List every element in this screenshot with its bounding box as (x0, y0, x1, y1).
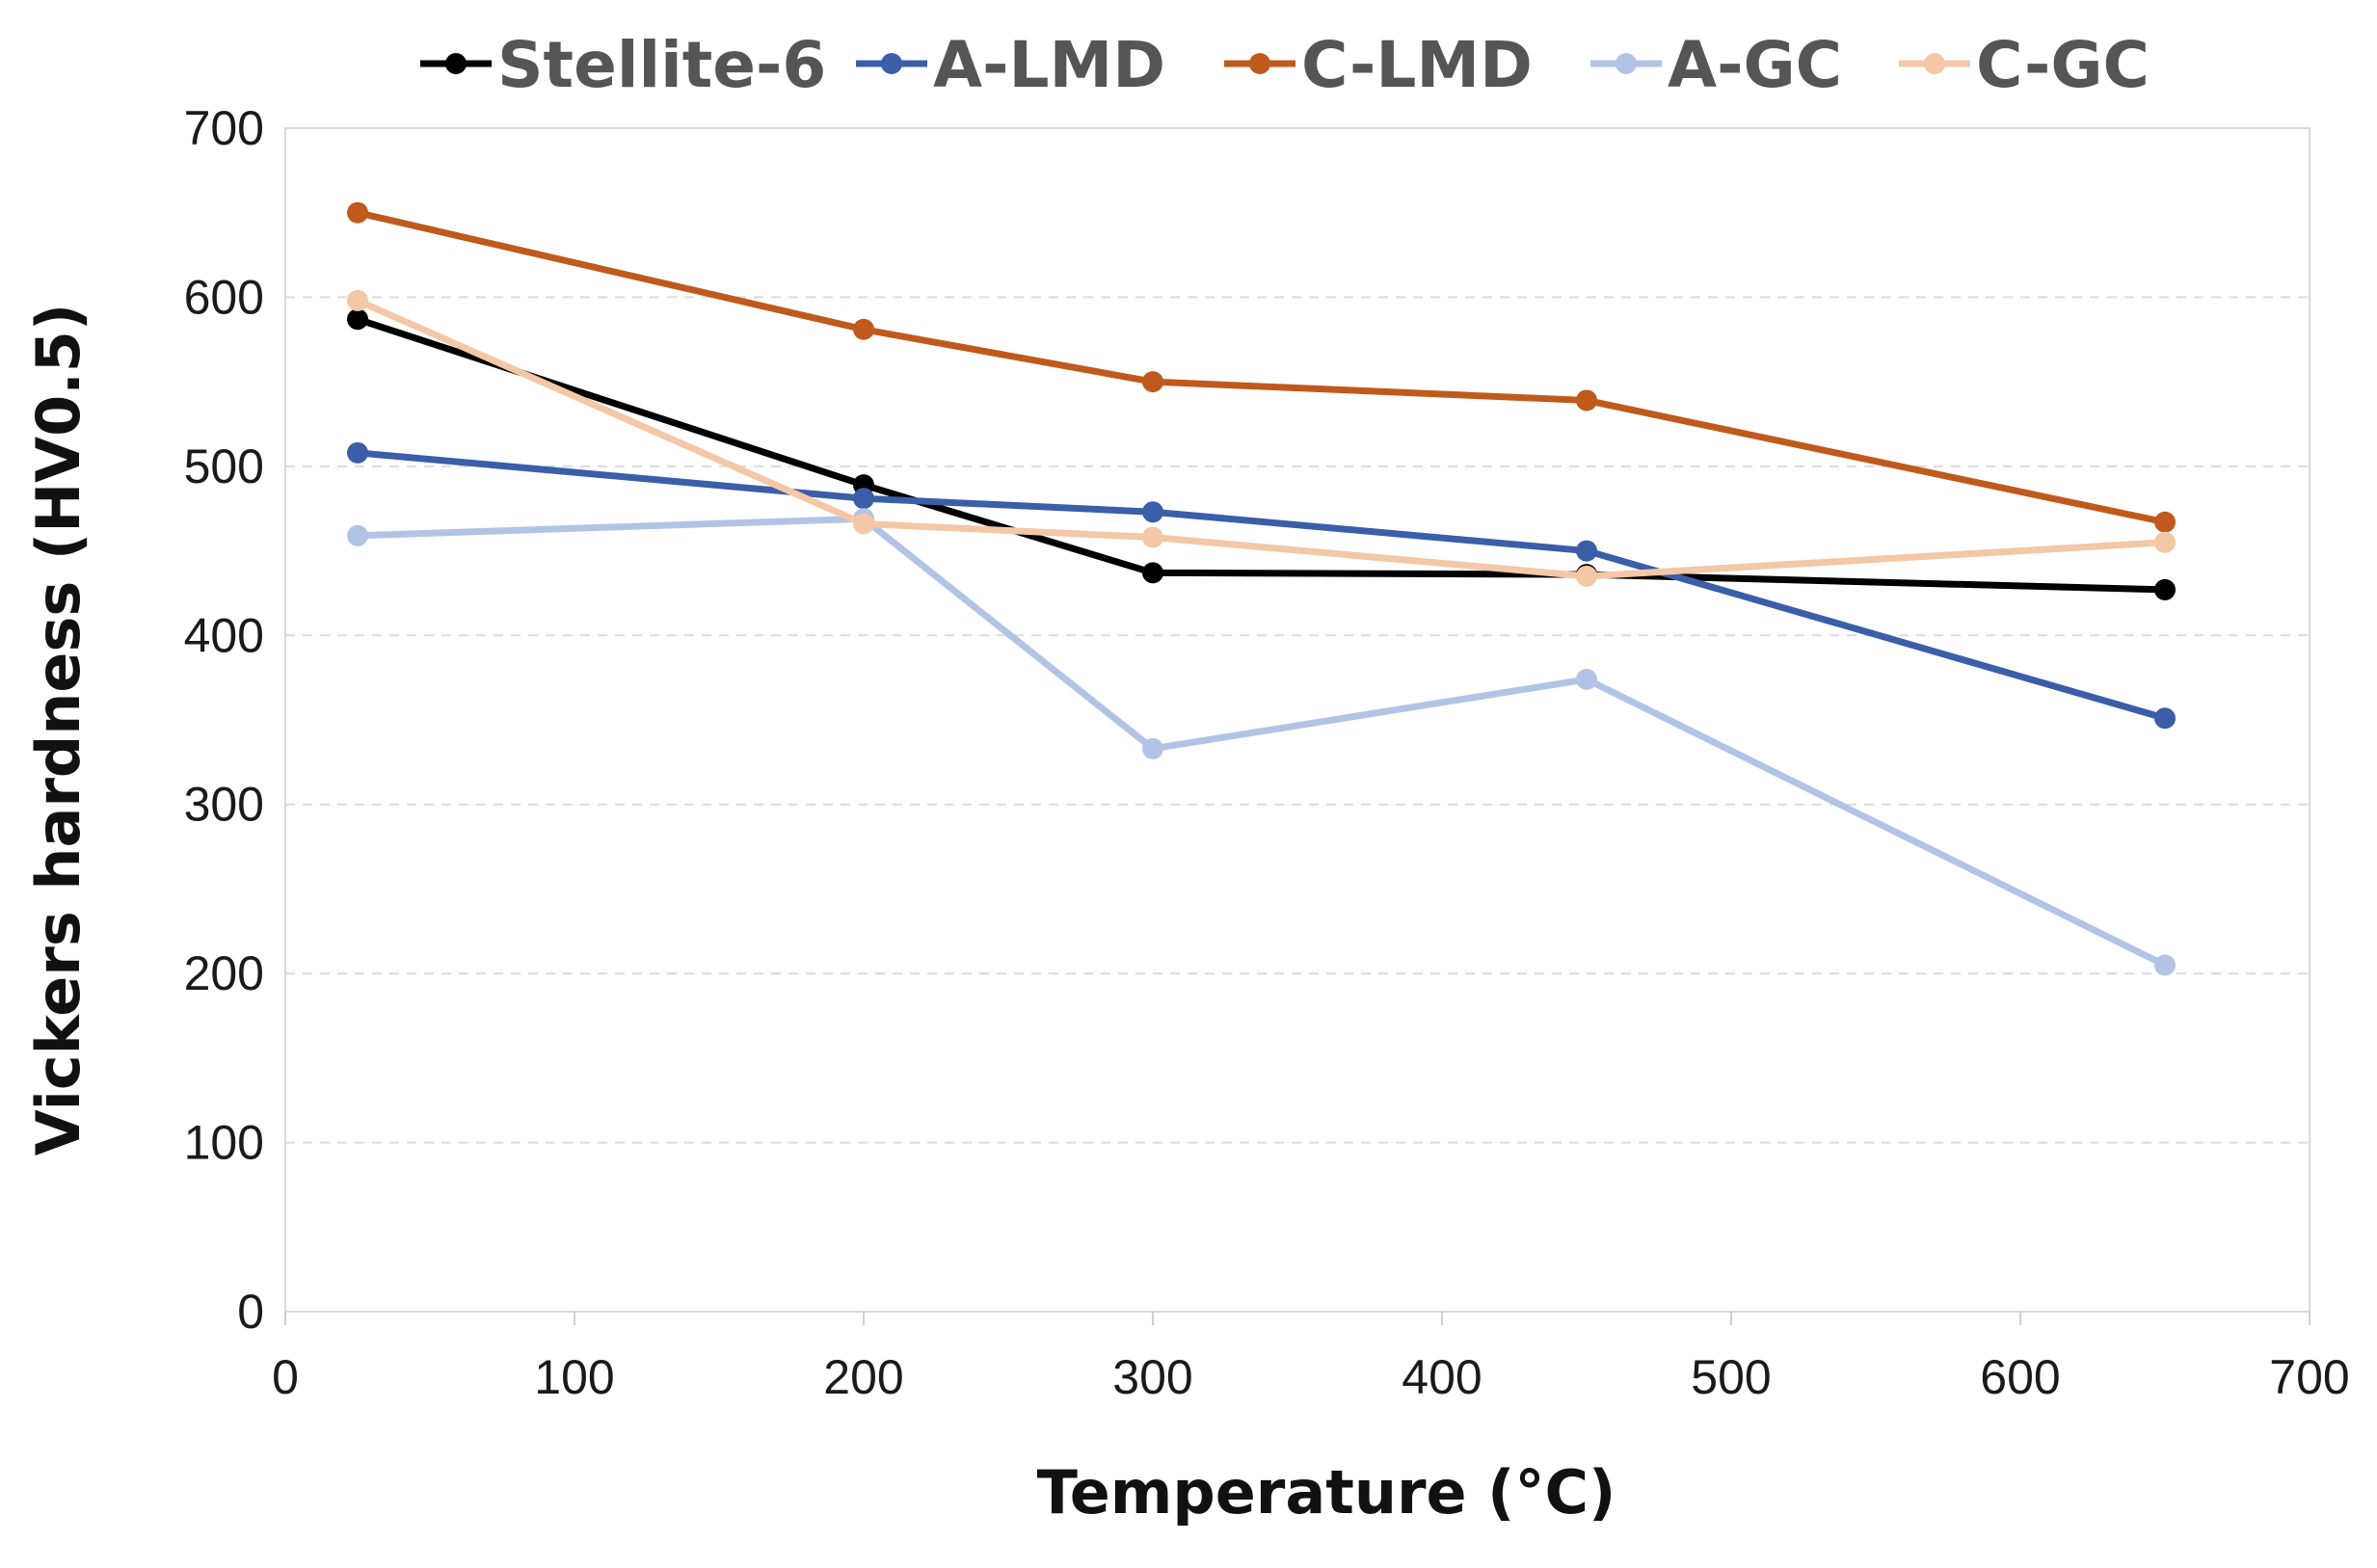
data-point-c-lmd (347, 201, 368, 224)
legend-marker-a-lmd (881, 53, 902, 74)
grid-lines (285, 296, 2310, 1144)
data-point-c-lmd (1576, 389, 1597, 412)
data-point-a-lmd (1142, 501, 1163, 523)
data-point-a-gc (2154, 954, 2176, 976)
data-point-c-lmd (853, 318, 874, 340)
x-tick-label: 700 (2269, 1350, 2349, 1404)
legend: Stellite-6 A-LMD C-LMD A-GC C-GC (420, 28, 2150, 102)
data-point-stellite-6 (1142, 562, 1163, 584)
legend-label-a-lmd: A-LMD (933, 28, 1165, 102)
data-point-c-gc (1576, 565, 1597, 587)
x-tick-label: 100 (534, 1350, 614, 1404)
x-tick-label: 300 (1112, 1350, 1192, 1404)
data-point-a-lmd (2154, 707, 2176, 730)
data-point-c-gc (853, 513, 874, 535)
legend-label-c-lmd: C-LMD (1301, 28, 1533, 102)
data-point-a-gc (347, 524, 368, 546)
data-point-stellite-6 (347, 308, 368, 331)
x-tick-label: 400 (1402, 1350, 1482, 1404)
data-point-c-gc (1142, 526, 1163, 548)
data-point-c-lmd (1142, 371, 1163, 393)
legend-marker-stellite-6 (445, 53, 467, 74)
data-point-a-lmd (347, 441, 368, 464)
legend-label-a-gc: A-GC (1668, 28, 1842, 102)
y-tick-label: 200 (184, 946, 264, 1000)
legend-label-c-gc: C-GC (1976, 28, 2150, 102)
legend-marker-c-gc (1924, 53, 1945, 74)
y-tick-label: 600 (184, 270, 264, 324)
series-lines (347, 201, 2176, 976)
series-line-c-gc (356, 297, 2166, 580)
data-point-c-gc (2154, 531, 2176, 553)
x-tick-label: 200 (823, 1350, 903, 1404)
legend-label-stellite-6: Stellite-6 (497, 28, 826, 102)
y-tick-label: 500 (184, 439, 264, 493)
y-axis-title: Vickers hardness (HV0.5) (23, 304, 93, 1156)
x-axis-title: Temperature (°C) (1037, 1457, 1616, 1528)
data-point-a-gc (1142, 737, 1163, 759)
y-tick-label: 100 (184, 1116, 264, 1170)
y-tick-label: 700 (184, 101, 264, 155)
data-point-stellite-6 (2154, 578, 2176, 600)
x-tick-label: 600 (1980, 1350, 2060, 1404)
data-point-a-gc (1576, 668, 1597, 690)
data-point-c-gc (347, 289, 368, 311)
legend-marker-a-gc (1616, 53, 1637, 74)
y-tick-label: 300 (184, 778, 264, 832)
data-point-c-lmd (2154, 511, 2176, 533)
plot-area-frame (284, 127, 2310, 1313)
y-tick-label: 0 (237, 1285, 264, 1339)
axes: 0 100 200 300 400 500 600 700 0 100 200 300 400 500 60… (184, 101, 2350, 1404)
data-point-a-lmd (1576, 540, 1597, 562)
data-point-a-lmd (853, 488, 874, 510)
legend-marker-c-lmd (1249, 53, 1270, 74)
x-tick-label: 0 (272, 1350, 299, 1404)
y-tick-label: 400 (184, 608, 264, 662)
x-tick-label: 500 (1691, 1350, 1771, 1404)
